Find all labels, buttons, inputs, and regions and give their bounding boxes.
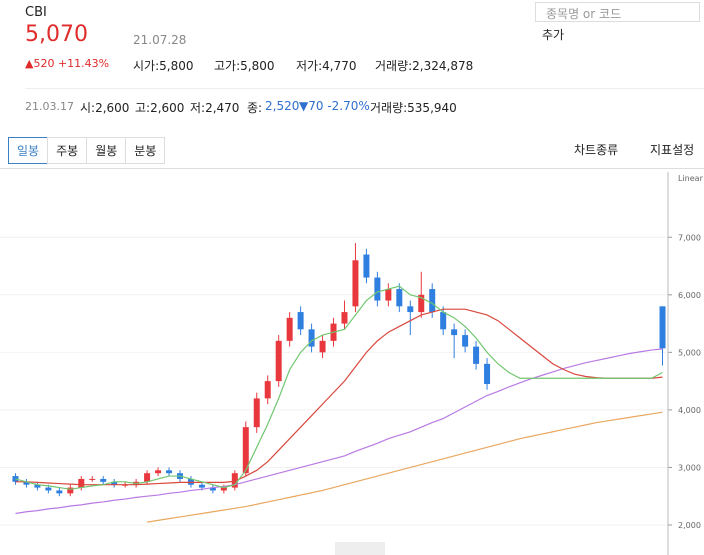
search-input[interactable]: 종목명 or 코드: [535, 2, 700, 22]
candle-body: [209, 487, 216, 491]
y-tick-label: 2,000: [678, 521, 701, 530]
candle-body: [23, 481, 30, 485]
candle-body: [78, 478, 85, 488]
tool[interactable]: 지표설정: [650, 143, 695, 157]
candle-body: [144, 473, 151, 482]
price: 5,070: [25, 22, 88, 47]
y-tick-label: 5,000: [678, 348, 701, 357]
divider: [0, 168, 704, 169]
candle-body: [462, 335, 469, 347]
candle-body: [220, 487, 227, 491]
candle-body: [297, 312, 304, 330]
y-tick-label: 7,000: [678, 233, 701, 242]
candle-body: [231, 473, 238, 488]
date: 21.07.28: [133, 33, 187, 47]
symbol: CBI: [25, 5, 47, 20]
zoom-buttons[interactable]: [335, 542, 385, 555]
candle-body: [275, 340, 282, 382]
candle-body: [89, 478, 96, 480]
candle-body: [429, 289, 436, 313]
prev-date: 21.03.17: [25, 100, 74, 113]
candle-body: [166, 470, 173, 474]
tool[interactable]: 차트종류: [574, 143, 619, 157]
moving-average: [146, 411, 663, 523]
candle-body: [56, 490, 63, 494]
moving-average: [15, 348, 663, 515]
prev-close: 2,520: [265, 99, 300, 113]
prev-stat: 시:2,600: [80, 101, 130, 115]
prev-stat: 저:2,470: [190, 101, 240, 115]
stat: 고가:5,800: [214, 59, 275, 73]
candle-body: [253, 398, 260, 428]
scale-label: Linear: [678, 174, 704, 183]
candle-body: [242, 427, 249, 474]
y-tick-label: 3,000: [678, 463, 701, 472]
tab[interactable]: 월봉: [86, 137, 127, 164]
candle-body: [341, 312, 348, 324]
candle-body: [418, 294, 425, 313]
prev-change: ▼70 -2.70%: [299, 99, 370, 113]
y-tick-label: 6,000: [678, 291, 701, 300]
candle-body: [396, 289, 403, 307]
candle-body: [451, 329, 458, 336]
candle-body: [385, 289, 392, 301]
stat: 시가:5,800: [133, 59, 194, 73]
stat: 저가:4,770: [296, 59, 357, 73]
candle-body: [45, 487, 52, 491]
candle-body: [67, 487, 74, 494]
moving-average: [15, 308, 663, 486]
candle-body: [264, 381, 271, 399]
candle-body: [407, 306, 414, 313]
candle-body: [111, 481, 118, 485]
candle-body: [319, 340, 326, 353]
prev-volume: 거래량:535,940: [370, 101, 457, 115]
candle-body: [374, 277, 381, 301]
tab-bar: 일봉 주봉 월봉 분봉: [8, 137, 166, 164]
stat: 거래량:2,324,878: [375, 59, 474, 73]
moving-average: [15, 285, 663, 490]
candle-body: [473, 346, 480, 364]
candle-body: [659, 306, 666, 349]
add-button[interactable]: 추가: [542, 28, 565, 42]
candle-body: [484, 363, 491, 385]
candle-body: [198, 484, 205, 488]
prev-close-label: 종:: [247, 101, 263, 115]
candle-body: [363, 254, 370, 278]
candle-body: [286, 317, 293, 341]
tab[interactable]: 주봉: [47, 137, 88, 164]
tab[interactable]: 분봉: [125, 137, 166, 164]
candle-body: [155, 470, 162, 474]
divider: [25, 88, 704, 89]
y-tick-label: 4,000: [678, 406, 701, 415]
candle-body: [34, 484, 41, 488]
candle-body: [352, 260, 359, 307]
candle-body: [100, 478, 107, 482]
change: ▲520 +11.43%: [25, 57, 110, 70]
candle-body: [440, 312, 447, 330]
candle-body: [308, 329, 315, 347]
prev-stat: 고:2,600: [135, 101, 185, 115]
